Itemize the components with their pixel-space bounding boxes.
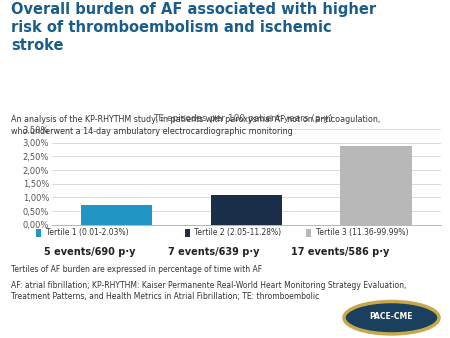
Bar [211, 195, 282, 225]
Text: An analysis of the KP-RHYTHM study, in patients with paroxysmal AF not on antico: An analysis of the KP-RHYTHM study, in p… [11, 115, 381, 136]
Text: Tertile 2 (2.05-11.28%): Tertile 2 (2.05-11.28%) [194, 228, 282, 237]
Text: 5 events/690 p·y: 5 events/690 p·y [44, 247, 136, 258]
Text: 17 events/586 p·y: 17 events/586 p·y [291, 247, 389, 258]
Text: Go et al. JAMA Cardiol 2018: Go et al. JAMA Cardiol 2018 [10, 325, 125, 334]
Text: TE episodes per 100 patient-years (p-y): TE episodes per 100 patient-years (p-y) [153, 114, 333, 123]
Text: Tertile 3 (11.36-99.99%): Tertile 3 (11.36-99.99%) [316, 228, 409, 237]
Bar [341, 146, 412, 225]
Text: Overall burden of AF associated with higher
risk of thromboembolism and ischemic: Overall burden of AF associated with hig… [11, 2, 376, 53]
Text: PACE-CME: PACE-CME [370, 312, 413, 320]
Text: Tertiles of AF burden are expressed in percentage of time with AF: Tertiles of AF burden are expressed in p… [11, 265, 262, 274]
Bar [81, 205, 152, 225]
Text: AF: atrial fibrillation; KP-RHYTHM: Kaiser Permanente Real-World Heart Monitorin: AF: atrial fibrillation; KP-RHYTHM: Kais… [11, 281, 407, 301]
Circle shape [344, 301, 439, 334]
Text: 7 events/639 p·y: 7 events/639 p·y [168, 247, 260, 258]
Text: Tertile 1 (0.01-2.03%): Tertile 1 (0.01-2.03%) [46, 228, 129, 237]
